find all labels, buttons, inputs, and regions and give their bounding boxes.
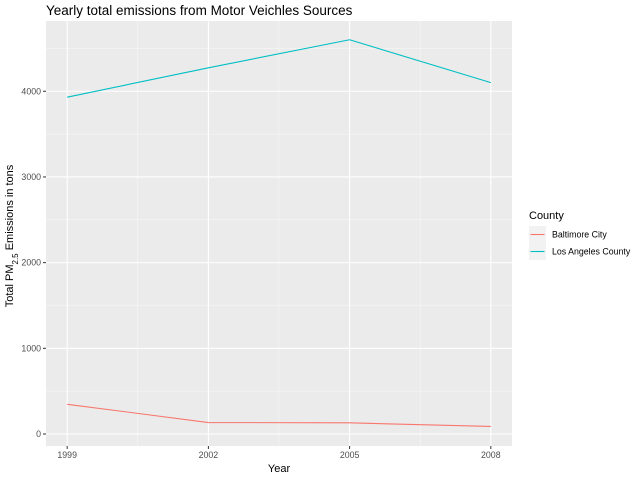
series-line — [67, 403, 491, 428]
y-axis-title-subscript: 2.5 — [11, 253, 20, 265]
x-tick-label: 2002 — [199, 450, 219, 460]
y-tick-label: 2000 — [21, 258, 41, 268]
x-tick-label: 2005 — [340, 450, 360, 460]
x-tick-label: 1999 — [57, 450, 77, 460]
series-lines — [67, 39, 491, 428]
legend-label: Los Angeles County — [552, 247, 631, 257]
legend-label: Baltimore City — [552, 230, 607, 240]
x-axis-title: Year — [268, 463, 291, 475]
y-tick-label: 4000 — [21, 86, 41, 96]
y-axis-title: Total PM2.5 Emissions in tons — [4, 164, 20, 307]
y-axis-title-suffix: Emissions in tons — [4, 164, 16, 253]
y-tick-label: 1000 — [21, 343, 41, 353]
y-axis-title-prefix: Total PM — [4, 264, 16, 307]
series-line — [67, 39, 491, 98]
x-axis: 1999 2002 2005 2008 — [57, 446, 501, 460]
grid-minor — [46, 21, 512, 446]
y-tick-label: 0 — [36, 429, 41, 439]
grid-major — [46, 21, 512, 446]
legend: County Baltimore City Los Angeles County — [529, 210, 631, 260]
y-tick-label: 3000 — [21, 172, 41, 182]
x-tick-label: 2008 — [481, 450, 501, 460]
legend-items: Baltimore City Los Angeles County — [529, 226, 631, 260]
legend-title: County — [529, 210, 564, 222]
chart-title: Yearly total emissions from Motor Veichl… — [46, 3, 353, 18]
y-axis: 0 1000 2000 3000 4000 — [21, 86, 46, 439]
